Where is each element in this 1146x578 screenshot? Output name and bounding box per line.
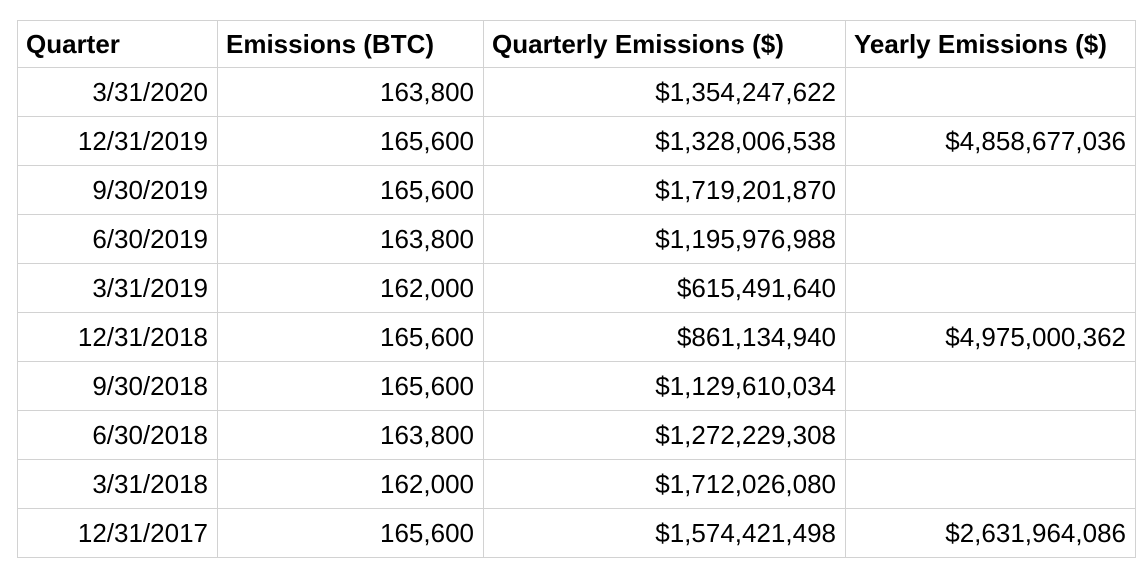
col-header-quarter[interactable]: Quarter [17, 20, 218, 68]
table-row: 6/30/2018 163,800 $1,272,229,308 [17, 410, 1136, 460]
cell-quarterly-emissions-usd[interactable]: $1,272,229,308 [483, 410, 846, 460]
cell-quarter[interactable]: 9/30/2018 [17, 361, 218, 411]
cell-emissions-btc[interactable]: 162,000 [217, 263, 484, 313]
col-header-quarterly-emissions-usd[interactable]: Quarterly Emissions ($) [483, 20, 846, 68]
cell-quarterly-emissions-usd[interactable]: $615,491,640 [483, 263, 846, 313]
cell-emissions-btc[interactable]: 165,600 [217, 116, 484, 166]
table-row: 6/30/2019 163,800 $1,195,976,988 [17, 214, 1136, 264]
cell-emissions-btc[interactable]: 163,800 [217, 214, 484, 264]
table-row: 12/31/2019 165,600 $1,328,006,538 $4,858,67… [17, 116, 1136, 166]
table-row: 12/31/2018 165,600 $861,134,940 $4,975,000,… [17, 312, 1136, 362]
cell-yearly-emissions-usd[interactable] [845, 67, 1136, 117]
cell-emissions-btc[interactable]: 163,800 [217, 410, 484, 460]
cell-yearly-emissions-usd[interactable] [845, 263, 1136, 313]
cell-yearly-emissions-usd[interactable]: $4,858,677,036 [845, 116, 1136, 166]
table-row: 12/31/2017 165,600 $1,574,421,498 $2,631,96… [17, 508, 1136, 558]
cell-quarter[interactable]: 6/30/2018 [17, 410, 218, 460]
cell-quarter[interactable]: 12/31/2019 [17, 116, 218, 166]
cell-yearly-emissions-usd[interactable] [845, 361, 1136, 411]
cell-yearly-emissions-usd[interactable] [845, 165, 1136, 215]
cell-quarterly-emissions-usd[interactable]: $1,354,247,622 [483, 67, 846, 117]
cell-emissions-btc[interactable]: 165,600 [217, 361, 484, 411]
table-row: 9/30/2019 165,600 $1,719,201,870 [17, 165, 1136, 215]
cell-quarter[interactable]: 3/31/2020 [17, 67, 218, 117]
cell-yearly-emissions-usd[interactable] [845, 459, 1136, 509]
col-header-emissions-btc[interactable]: Emissions (BTC) [217, 20, 484, 68]
cell-quarterly-emissions-usd[interactable]: $861,134,940 [483, 312, 846, 362]
cell-yearly-emissions-usd[interactable] [845, 214, 1136, 264]
cell-quarterly-emissions-usd[interactable]: $1,328,006,538 [483, 116, 846, 166]
table-body: 3/31/2020 163,800 $1,354,247,622 12/31/2019… [17, 67, 1136, 558]
cell-quarter[interactable]: 9/30/2019 [17, 165, 218, 215]
cell-quarterly-emissions-usd[interactable]: $1,195,976,988 [483, 214, 846, 264]
cell-quarter[interactable]: 3/31/2019 [17, 263, 218, 313]
header-row: Quarter Emissions (BTC) Quarterly Emissi… [17, 20, 1136, 68]
cell-emissions-btc[interactable]: 165,600 [217, 165, 484, 215]
col-header-yearly-emissions-usd[interactable]: Yearly Emissions ($) [845, 20, 1136, 68]
cell-emissions-btc[interactable]: 163,800 [217, 67, 484, 117]
table-row: 3/31/2020 163,800 $1,354,247,622 [17, 67, 1136, 117]
cell-quarterly-emissions-usd[interactable]: $1,574,421,498 [483, 508, 846, 558]
cell-emissions-btc[interactable]: 162,000 [217, 459, 484, 509]
spreadsheet-table-region: Quarter Emissions (BTC) Quarterly Emissi… [17, 20, 1136, 558]
cell-quarterly-emissions-usd[interactable]: $1,719,201,870 [483, 165, 846, 215]
cell-emissions-btc[interactable]: 165,600 [217, 508, 484, 558]
cell-yearly-emissions-usd[interactable] [845, 410, 1136, 460]
emissions-table: Quarter Emissions (BTC) Quarterly Emissi… [17, 20, 1136, 558]
cell-quarter[interactable]: 12/31/2017 [17, 508, 218, 558]
cell-quarter[interactable]: 6/30/2019 [17, 214, 218, 264]
cell-quarter[interactable]: 12/31/2018 [17, 312, 218, 362]
cell-quarterly-emissions-usd[interactable]: $1,129,610,034 [483, 361, 846, 411]
cell-quarter[interactable]: 3/31/2018 [17, 459, 218, 509]
cell-yearly-emissions-usd[interactable]: $4,975,000,362 [845, 312, 1136, 362]
cell-yearly-emissions-usd[interactable]: $2,631,964,086 [845, 508, 1136, 558]
cell-quarterly-emissions-usd[interactable]: $1,712,026,080 [483, 459, 846, 509]
table-row: 3/31/2018 162,000 $1,712,026,080 [17, 459, 1136, 509]
table-row: 9/30/2018 165,600 $1,129,610,034 [17, 361, 1136, 411]
table-row: 3/31/2019 162,000 $615,491,640 [17, 263, 1136, 313]
cell-emissions-btc[interactable]: 165,600 [217, 312, 484, 362]
